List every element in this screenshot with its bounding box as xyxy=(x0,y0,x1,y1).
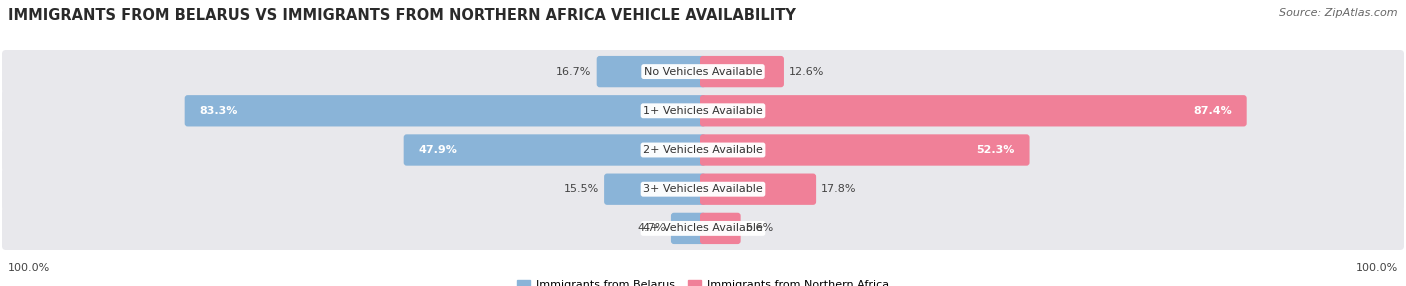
FancyBboxPatch shape xyxy=(1,168,1405,211)
Text: Source: ZipAtlas.com: Source: ZipAtlas.com xyxy=(1279,8,1398,18)
FancyBboxPatch shape xyxy=(671,213,706,244)
FancyBboxPatch shape xyxy=(700,174,815,205)
Text: 4.7%: 4.7% xyxy=(637,223,666,233)
FancyBboxPatch shape xyxy=(1,50,1405,93)
FancyBboxPatch shape xyxy=(700,213,741,244)
Text: IMMIGRANTS FROM BELARUS VS IMMIGRANTS FROM NORTHERN AFRICA VEHICLE AVAILABILITY: IMMIGRANTS FROM BELARUS VS IMMIGRANTS FR… xyxy=(8,8,796,23)
Text: 3+ Vehicles Available: 3+ Vehicles Available xyxy=(643,184,763,194)
Text: 5.6%: 5.6% xyxy=(745,223,773,233)
Text: 52.3%: 52.3% xyxy=(976,145,1015,155)
FancyBboxPatch shape xyxy=(700,95,1247,126)
Text: 100.0%: 100.0% xyxy=(1355,263,1398,273)
Text: 4+ Vehicles Available: 4+ Vehicles Available xyxy=(643,223,763,233)
Text: 12.6%: 12.6% xyxy=(789,67,824,77)
Text: 1+ Vehicles Available: 1+ Vehicles Available xyxy=(643,106,763,116)
Text: No Vehicles Available: No Vehicles Available xyxy=(644,67,762,77)
FancyBboxPatch shape xyxy=(1,128,1405,172)
Legend: Immigrants from Belarus, Immigrants from Northern Africa: Immigrants from Belarus, Immigrants from… xyxy=(512,275,894,286)
FancyBboxPatch shape xyxy=(404,134,706,166)
Text: 83.3%: 83.3% xyxy=(200,106,238,116)
Text: 47.9%: 47.9% xyxy=(419,145,457,155)
FancyBboxPatch shape xyxy=(700,56,785,87)
FancyBboxPatch shape xyxy=(1,207,1405,250)
Text: 87.4%: 87.4% xyxy=(1192,106,1232,116)
Text: 15.5%: 15.5% xyxy=(564,184,599,194)
Text: 17.8%: 17.8% xyxy=(821,184,856,194)
FancyBboxPatch shape xyxy=(184,95,706,126)
FancyBboxPatch shape xyxy=(605,174,706,205)
Text: 100.0%: 100.0% xyxy=(8,263,51,273)
Text: 2+ Vehicles Available: 2+ Vehicles Available xyxy=(643,145,763,155)
Text: 16.7%: 16.7% xyxy=(557,67,592,77)
FancyBboxPatch shape xyxy=(700,134,1029,166)
FancyBboxPatch shape xyxy=(596,56,706,87)
FancyBboxPatch shape xyxy=(1,89,1405,132)
